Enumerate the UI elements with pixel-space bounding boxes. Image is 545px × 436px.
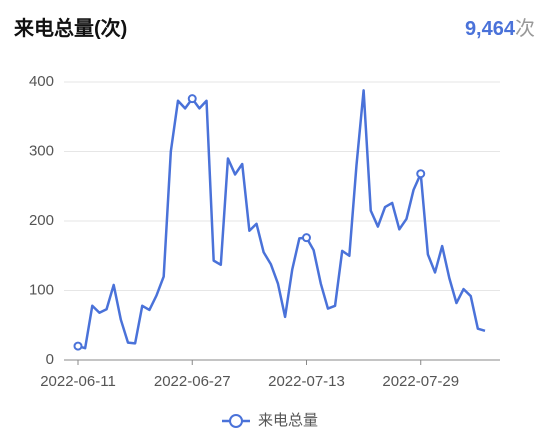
line-series bbox=[77, 89, 486, 350]
y-tick-label: 300 bbox=[29, 142, 54, 159]
y-tick-label: 400 bbox=[29, 73, 54, 90]
y-tick-label: 100 bbox=[29, 281, 54, 298]
x-tick-label: 2022-06-27 bbox=[154, 373, 231, 390]
x-tick-label: 2022-07-29 bbox=[382, 373, 459, 390]
x-tick-label: 2022-06-11 bbox=[40, 373, 116, 390]
total: 9,464次 bbox=[465, 12, 535, 41]
y-tick-label: 0 bbox=[46, 351, 54, 368]
point-symbol bbox=[73, 341, 83, 351]
y-tick-label: 200 bbox=[29, 212, 54, 229]
x-tick-label: 2022-07-13 bbox=[268, 373, 345, 390]
point-symbol bbox=[301, 233, 311, 243]
card-title: 来电总量(次) bbox=[14, 18, 128, 40]
legend-label: 来电总量 bbox=[258, 412, 318, 429]
point-symbol bbox=[187, 94, 197, 104]
point-symbol bbox=[416, 169, 426, 179]
total-unit: 次 bbox=[515, 18, 535, 40]
legend-symbol bbox=[229, 414, 243, 428]
total-value: 9,464 bbox=[464, 18, 515, 40]
